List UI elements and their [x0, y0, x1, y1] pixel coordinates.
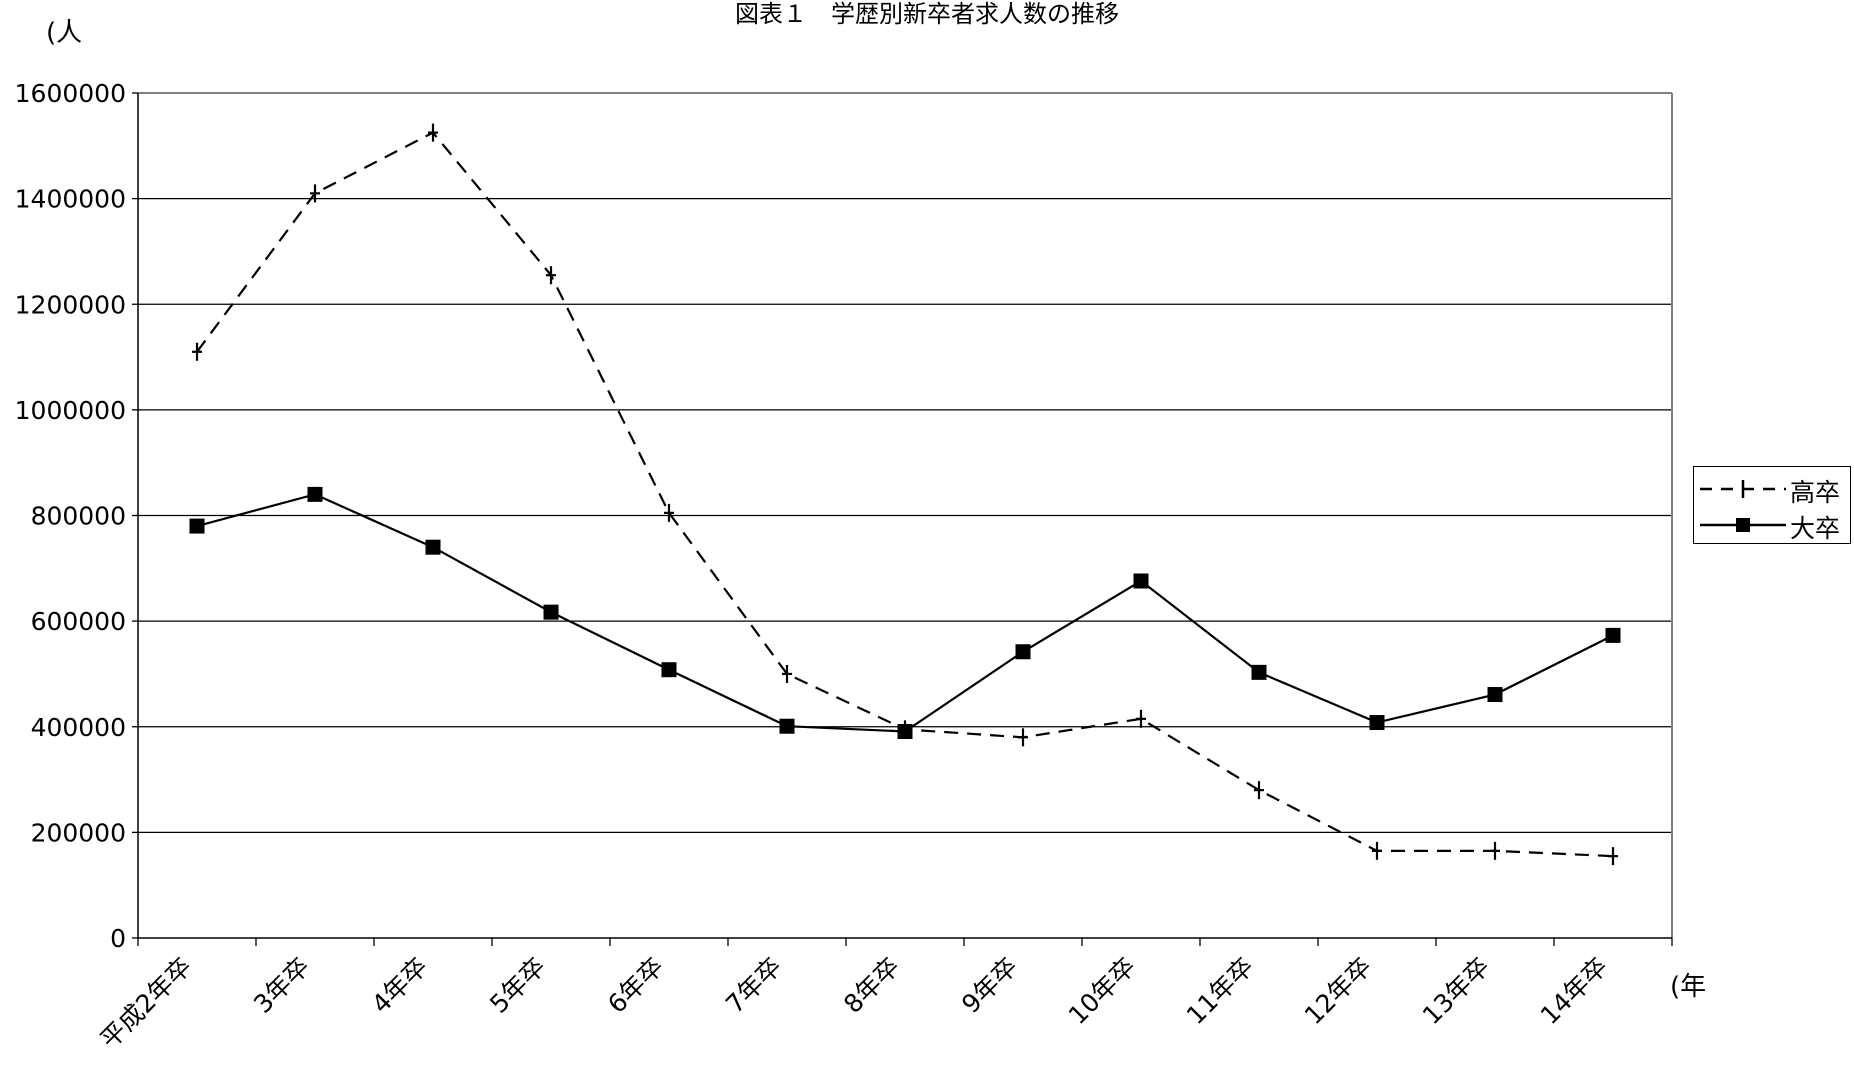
series-line [197, 133, 1613, 857]
data-point [1606, 628, 1621, 643]
x-axis: 平成2年卒 3年卒 4年卒 5年卒 6年卒 7年卒 8年卒 9年卒 10年卒 11年卒 12年卒 13… [95, 938, 1672, 1054]
solid-square-line-icon [1700, 513, 1786, 537]
x-tick-label: 9年卒 [956, 952, 1023, 1019]
data-point [1608, 847, 1618, 865]
data-point [426, 540, 441, 555]
y-tick-label: 1200000 [15, 290, 126, 319]
y-tick-label: 1600000 [15, 79, 126, 108]
legend-item-university: 大卒 [1694, 507, 1852, 543]
y-tick-label: 200000 [31, 818, 126, 847]
y-tick-label: 800000 [31, 502, 126, 531]
x-tick-label: 6年卒 [602, 952, 669, 1019]
data-point [1254, 781, 1264, 799]
series-line [197, 494, 1613, 731]
legend: 高卒 大卒 [1693, 466, 1851, 544]
x-tick-label: 14年卒 [1535, 952, 1613, 1030]
data-point [1370, 715, 1385, 730]
data-point [190, 519, 205, 534]
data-point [544, 605, 559, 620]
data-point [662, 662, 677, 677]
y-tick-label: 1000000 [15, 396, 126, 425]
x-tick-label: 12年卒 [1299, 952, 1377, 1030]
x-tick-label: 平成2年卒 [95, 952, 197, 1054]
legend-label: 大卒 [1790, 509, 1840, 545]
data-point [780, 719, 795, 734]
data-point [1252, 665, 1267, 680]
x-tick-label: 10年卒 [1063, 952, 1141, 1030]
x-tick-label: 8年卒 [838, 952, 905, 1019]
x-axis-unit-label: (年 [1670, 966, 1706, 1003]
y-axis: 0 200000 400000 600000 800000 1000000 1200000 1… [15, 79, 138, 953]
dashed-plus-line-icon [1700, 477, 1786, 501]
x-tick-label: 7年卒 [720, 952, 787, 1019]
data-point [428, 124, 438, 142]
data-point [1490, 842, 1500, 860]
data-point [546, 266, 556, 284]
y-tick-label: 600000 [31, 607, 126, 636]
y-tick-label: 1400000 [15, 185, 126, 214]
y-axis-unit-label: (人 [46, 12, 82, 49]
y-tick-label: 400000 [31, 713, 126, 742]
legend-item-high-school: 高卒 [1694, 471, 1852, 507]
series-group [190, 124, 1621, 866]
data-point [1136, 710, 1146, 728]
x-tick-label: 13年卒 [1417, 952, 1495, 1030]
data-point [1016, 644, 1031, 659]
x-tick-label: 3年卒 [248, 952, 315, 1019]
data-point [898, 724, 913, 739]
x-tick-label: 4年卒 [366, 952, 433, 1019]
y-tick-label: 0 [110, 924, 126, 953]
x-tick-label: 11年卒 [1181, 952, 1259, 1030]
legend-label: 高卒 [1790, 473, 1840, 509]
data-point [1018, 728, 1028, 746]
data-point [1372, 842, 1382, 860]
x-tick-label: 5年卒 [484, 952, 551, 1019]
data-point [1488, 687, 1503, 702]
data-point [1134, 573, 1149, 588]
chart-title: 図表１ 学歴別新卒者求人数の推移 [0, 0, 1854, 29]
data-point [308, 487, 323, 502]
